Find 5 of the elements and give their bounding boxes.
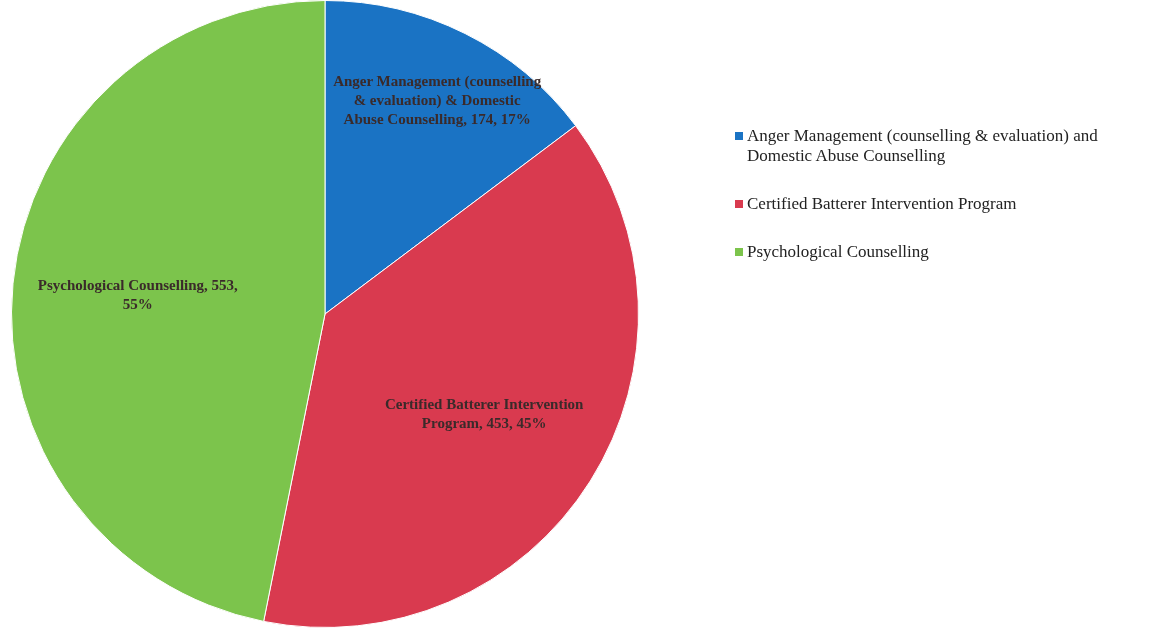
- legend-label: Anger Management (counselling & evaluation) and Domestic Abuse Counselling: [747, 126, 1099, 166]
- legend-label: Certified Batterer Intervention Program: [747, 194, 1017, 214]
- data-label: Psychological Counselling, 553, 55%: [37, 276, 239, 312]
- legend-label: Psychological Counselling: [747, 242, 929, 262]
- data-label: Certified Batterer Intervention Program, 453, 45%: [384, 395, 585, 431]
